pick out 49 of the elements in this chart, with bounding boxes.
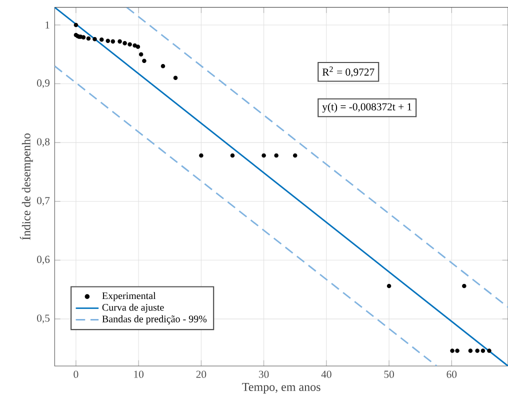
point: [128, 42, 132, 47]
x-tick-label: 30: [258, 370, 269, 378]
point: [230, 153, 235, 158]
y-tick-label: 0,6: [37, 256, 50, 265]
point: [292, 153, 298, 158]
point: [480, 348, 486, 353]
point: [106, 38, 110, 43]
x-tick-label: 20: [196, 370, 206, 378]
y-tick-label: 0,9: [37, 79, 50, 88]
legend-label: Bandas de predição - 99%: [102, 315, 207, 324]
point: [468, 348, 473, 353]
y-tick-label: 1: [46, 21, 50, 28]
y-tick-label: 0,8: [37, 138, 50, 147]
x-tick-label: 40: [321, 370, 332, 378]
point: [86, 36, 91, 41]
x-tick-label: 10: [134, 370, 144, 378]
point: [450, 348, 454, 353]
point: [199, 153, 204, 158]
x-tick-label: 60: [446, 370, 457, 378]
point: [122, 41, 127, 46]
x-tick-label: 50: [384, 370, 394, 378]
annotation: R$^{2}$ = 0,9727: [322, 66, 374, 78]
point: [99, 38, 104, 42]
point: [487, 348, 492, 353]
annotation: y(t) = -0,008372t + 1: [322, 102, 412, 113]
point: [142, 58, 146, 63]
point: [462, 284, 466, 288]
point: [455, 348, 460, 353]
point: [110, 39, 116, 44]
point: [132, 43, 137, 48]
y-tick-label: 0,7: [37, 196, 50, 206]
point: [173, 76, 178, 80]
x-tick-label: 0: [74, 370, 78, 378]
point: [92, 36, 97, 42]
legend-label: Curva de ajuste: [102, 304, 164, 313]
point: [262, 153, 266, 158]
point: [118, 39, 122, 44]
legend-label: Experimental: [102, 292, 156, 302]
y-tick-label: 0,5: [37, 314, 50, 324]
point: [81, 35, 86, 40]
point: [160, 64, 166, 68]
y-axis-title: Índice de desempenho: [20, 133, 33, 240]
x-axis-title: Tempo, em anos: [242, 383, 320, 394]
point: [74, 22, 78, 28]
point: [274, 153, 278, 158]
point: [475, 348, 480, 353]
point: [386, 284, 392, 288]
point: [138, 52, 144, 56]
point: [136, 44, 140, 49]
